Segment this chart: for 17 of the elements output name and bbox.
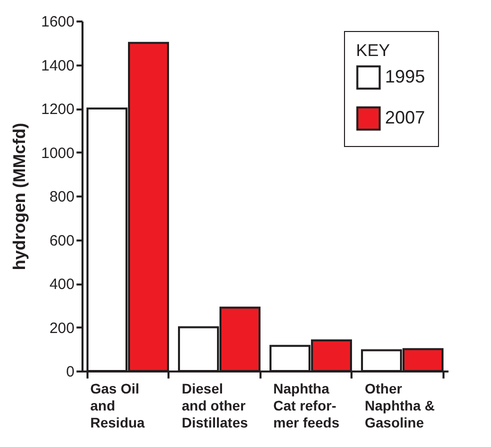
legend-label: 2007: [385, 108, 426, 128]
y-tick-label: 400: [49, 276, 74, 293]
y-tick-label: 1000: [41, 144, 74, 162]
y-tick-label: 600: [49, 232, 74, 250]
y-tick-label: 1200: [41, 101, 74, 118]
y-tick-label: 200: [49, 320, 74, 337]
legend-label: 1995: [385, 66, 426, 86]
x-tick-label: Naphtha Cat refor- mer feeds: [273, 380, 340, 430]
y-tick-label: 800: [49, 188, 74, 206]
y-tick-label: 1400: [41, 57, 74, 74]
y-axis-title: hydrogen (MMcfd): [10, 122, 30, 270]
x-tick-label: Diesel and other Distillates: [182, 380, 248, 430]
legend-title: KEY: [356, 41, 390, 60]
y-tick-label: 0: [66, 364, 74, 380]
x-tick-label: Gas Oil and Residua: [90, 380, 145, 430]
y-tick-label: 1600: [41, 14, 74, 30]
x-tick-label: Other Naphtha & Gasoline: [364, 380, 435, 430]
